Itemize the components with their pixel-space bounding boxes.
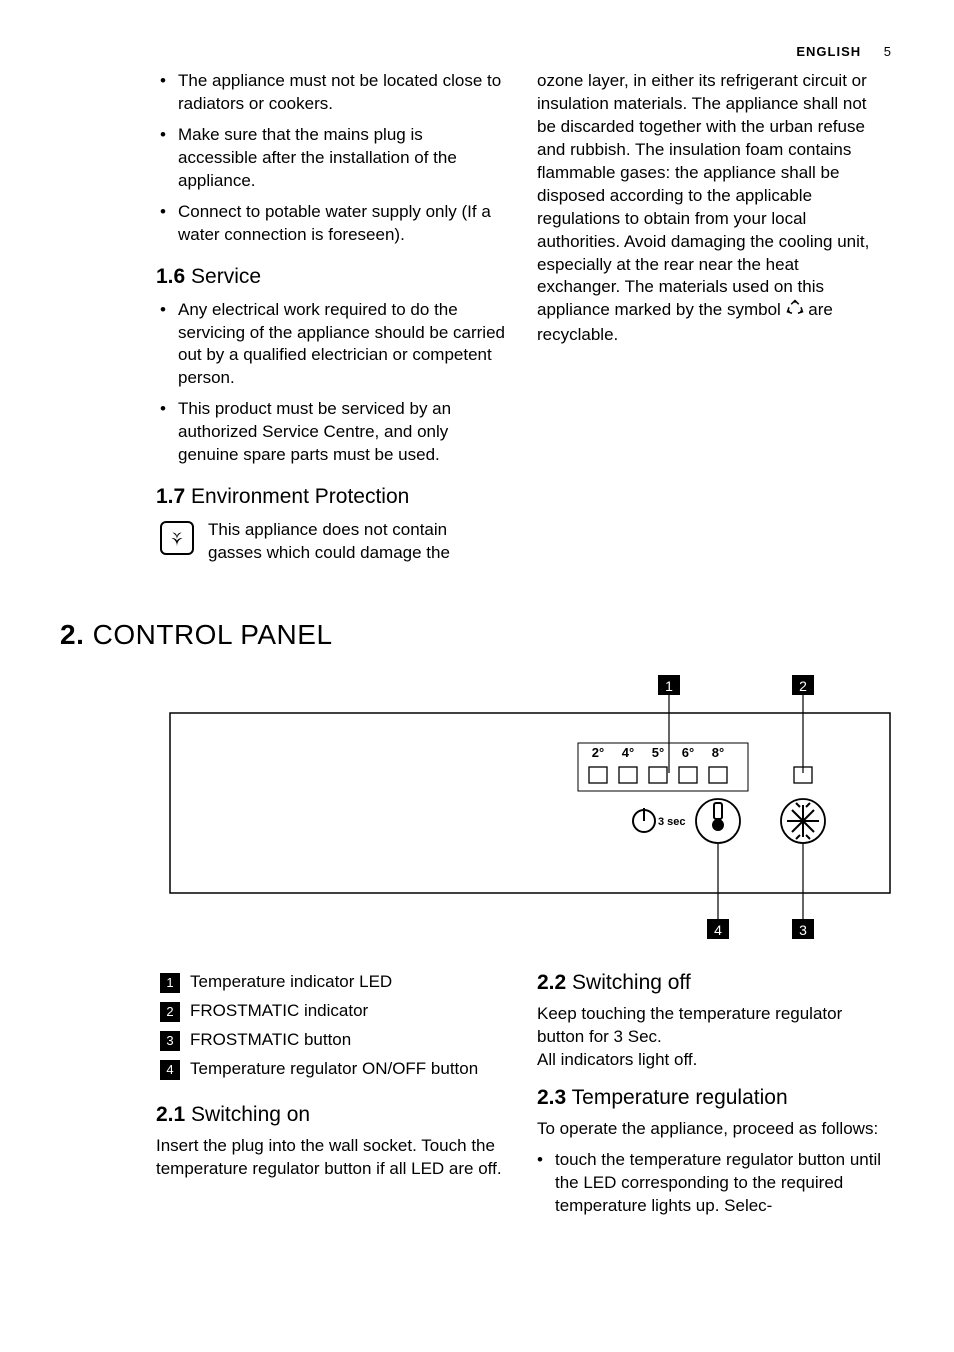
callout-1: 1 [665,678,673,694]
section-number: 2.1 [156,1103,185,1126]
temp-8: 8° [712,745,724,760]
top-content-columns: The appliance must not be located close … [60,70,894,565]
top-right-column: ozone layer, in either its refrigerant c… [537,70,894,565]
legend-item: 2 FROSTMATIC indicator [160,1000,505,1023]
section-1-7-heading: 1.7 Environment Protection [156,485,505,509]
list-item: touch the temperature regulator button u… [537,1149,882,1218]
top-left-column: The appliance must not be located close … [60,70,505,565]
section-title: Service [191,265,261,288]
section-number: 1.7 [156,485,185,508]
list-item: Make sure that the mains plug is accessi… [160,124,505,193]
section-title: Switching off [572,971,691,994]
legend-label: FROSTMATIC indicator [190,1000,368,1023]
legend-item: 4 Temperature regulator ON/OFF button [160,1058,505,1081]
section-1-7-intro: This appliance does not contain gasses w… [208,519,505,565]
section-number: 2.3 [537,1086,566,1109]
bottom-right-column: 2.2 Switching off Keep touching the temp… [537,971,894,1226]
legend-label: Temperature regulator ON/OFF button [190,1058,478,1081]
language-label: ENGLISH [796,44,861,59]
section-title: Environment Protection [191,485,409,508]
section-2-1-body: Insert the plug into the wall socket. To… [156,1135,505,1181]
section-2-3-heading: 2.3 Temperature regulation [537,1086,882,1110]
list-item: Connect to potable water supply only (If… [160,201,505,247]
paragraph-text-before: ozone layer, in either its refrigerant c… [537,71,869,319]
list-item: Any electrical work required to do the s… [160,299,505,391]
section-number: 2. [60,619,84,650]
section-2-2-heading: 2.2 Switching off [537,971,882,995]
callout-2: 2 [799,678,807,694]
list-item: The appliance must not be located close … [160,70,505,116]
temp-4: 4° [622,745,634,760]
section-title: Switching on [191,1103,310,1126]
legend-list: 1 Temperature indicator LED 2 FROSTMATIC… [160,971,505,1081]
bottom-left-column: 1 Temperature indicator LED 2 FROSTMATIC… [60,971,505,1226]
list-item: This product must be serviced by an auth… [160,398,505,467]
section-2-2-body: Keep touching the temperature regulator … [537,1003,882,1072]
callout-4: 4 [714,922,722,938]
section-1-6-heading: 1.6 Service [156,265,505,289]
section-number: 2.2 [537,971,566,994]
temp-6: 6° [682,745,694,760]
section-title: CONTROL PANEL [93,619,333,650]
sec-label: 3 sec [658,816,686,828]
page-header: ENGLISH 5 [796,44,892,59]
ozone-paragraph: ozone layer, in either its refrigerant c… [537,70,882,347]
section-2-3-list: touch the temperature regulator button u… [537,1149,882,1218]
page-number: 5 [884,44,892,59]
legend-label: Temperature indicator LED [190,971,392,994]
callout-3: 3 [799,922,807,938]
section-1-6-list: Any electrical work required to do the s… [160,299,505,468]
recycle-icon [786,299,804,324]
section-2-1-heading: 2.1 Switching on [156,1103,505,1127]
section-2-heading: 2. CONTROL PANEL [60,619,894,651]
section-title: Temperature regulation [572,1086,788,1109]
legend-badge: 2 [160,1002,180,1022]
legend-item: 3 FROSTMATIC button [160,1029,505,1052]
legend-item: 1 Temperature indicator LED [160,971,505,994]
legend-badge: 1 [160,973,180,993]
temp-5: 5° [652,745,664,760]
plant-icon [160,521,194,555]
legend-label: FROSTMATIC button [190,1029,351,1052]
section-2-3-intro: To operate the appliance, proceed as fol… [537,1118,882,1141]
temp-2: 2° [592,745,604,760]
legend-badge: 3 [160,1031,180,1051]
environment-row: This appliance does not contain gasses w… [160,519,505,565]
control-panel-diagram: 1 2 2° 4° 5° 6° 8° 3 sec [160,673,954,943]
bottom-content-columns: 1 Temperature indicator LED 2 FROSTMATIC… [60,971,894,1226]
legend-badge: 4 [160,1060,180,1080]
intro-bullet-list: The appliance must not be located close … [160,70,505,247]
section-number: 1.6 [156,265,185,288]
